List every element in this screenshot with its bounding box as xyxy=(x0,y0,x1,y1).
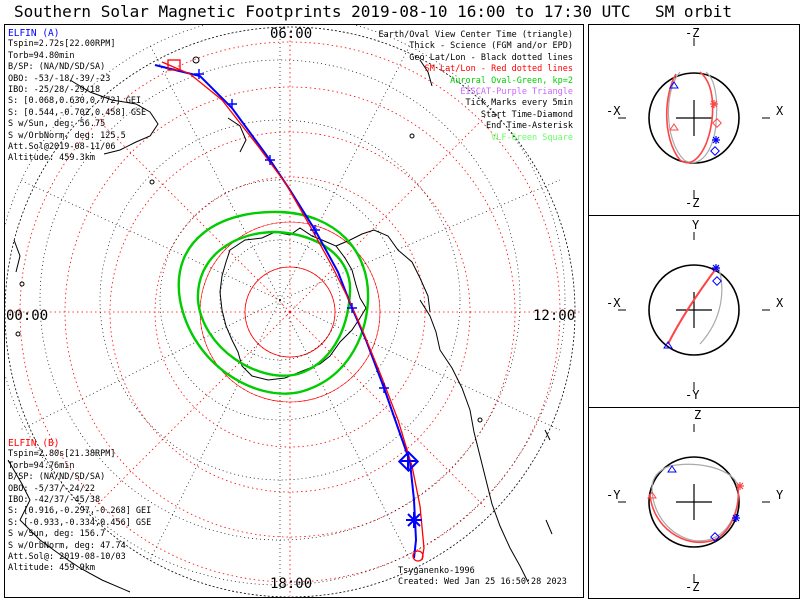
mlt-label-top: 06:00 xyxy=(270,26,313,42)
elfin-a-info-line: S w/OrbNorm, deg: 125.5 xyxy=(8,130,126,141)
australia-coastline xyxy=(69,79,159,155)
elfin-b-track xyxy=(161,61,425,561)
orbit-panel-yz xyxy=(618,424,770,582)
elfin-b-info-line: S: [0.916,-0.297,-0.268] GEI xyxy=(8,506,152,517)
south-america-coastline xyxy=(439,349,529,583)
elfin-b-start-marker xyxy=(167,59,181,71)
orbit1-bottom-label: -Z xyxy=(685,196,700,210)
orbit3-left-label: -Y xyxy=(606,488,621,502)
elfin-a-info-line: Altitude: 459.3km xyxy=(8,153,95,164)
footer: Tsyganenko-1996 Created: Wed Jan 25 16:5… xyxy=(398,566,567,589)
elfin-a-ticks xyxy=(194,69,389,393)
mlt-label-left: 00:00 xyxy=(6,308,49,324)
orbit1-right-label: X xyxy=(776,104,784,118)
elfin-a-info-line: Att.Sol@2019-08-11/06 xyxy=(8,142,116,153)
legend-item: End Time-Asterisk xyxy=(486,121,573,132)
legend-item: SM Lat/Lon - Red dotted lines xyxy=(424,64,573,75)
elfin-a-info-line: S: [0.544,-0.702,0.458] GSE xyxy=(8,107,147,118)
elfin-b-info-line: Att.Sol@: 2019-08-10/03 xyxy=(8,552,126,563)
legend-item: EISCAT-Purple Triangle xyxy=(460,87,573,98)
elfin-b-info: ELFIN (B) Tspin=2.80s[21.38RPM] Torb=94.7… xyxy=(8,438,151,575)
legend-item: VLF-Green Square xyxy=(491,132,573,143)
end-asterisk xyxy=(406,512,422,528)
legend-item: Tick Marks every 5min xyxy=(465,98,573,109)
elfin-b-name: ELFIN (B) xyxy=(8,438,60,449)
elfin-b-info-line: IBO: -42/37/-45/38 xyxy=(8,495,101,506)
elfin-a-info-line: B/SP: (NA/ND/SD/SA) xyxy=(8,62,106,73)
elfin-b-info-line: Altitude: 459.9km xyxy=(8,563,95,574)
orbit1-left-label: -X xyxy=(606,104,621,118)
elfin-a-info-line: S w/Sun, deg: 56.75 xyxy=(8,119,106,130)
legend-item: Geo Lat/Lon - Black dotted lines xyxy=(409,52,573,63)
elfin-b-info-line: S w/Sun, deg: 156.7 xyxy=(8,529,106,540)
elfin-b-info-line: S: [-0.933,-0.334,0.456] GSE xyxy=(8,517,152,528)
elfin-a-info: ELFIN (A) Tspin=2.72s[22.00RPM] Torb=94.8… xyxy=(8,28,146,165)
footer-created: Created: Wed Jan 25 16:50:28 2023 xyxy=(398,577,567,588)
elfin-a-info-line: Tspin=2.72s[22.00RPM] xyxy=(8,39,116,50)
footer-credit: Tsyganenko-1996 xyxy=(398,566,475,576)
orbit1-top-label: -Z xyxy=(685,26,700,40)
geo-grid xyxy=(5,25,566,590)
elfin-b-info-line: Torb=94.76min xyxy=(8,460,75,471)
orbit2-top-label: Y xyxy=(692,218,700,232)
mlt-label-right: 12:00 xyxy=(533,308,576,324)
elfin-b-info-line: OBO: -5/37/-24/22 xyxy=(8,483,95,494)
orbit-title: SM orbit xyxy=(655,2,733,21)
orbit3-top-label: Z xyxy=(694,408,702,422)
elfin-a-track xyxy=(154,64,418,559)
elfin-a-info-line: S: [0.068,0.630,0.772] GEI xyxy=(8,96,142,107)
elfin-a-info-line: IBO: -25/28/-29/18 xyxy=(8,85,101,96)
orbit2-bottom-label: -Y xyxy=(685,388,700,402)
antarctica-coastline xyxy=(219,227,367,381)
africa-coastline xyxy=(19,519,131,593)
elfin-b-info-line: S w/OrbNorm, deg: 47.74 xyxy=(8,540,126,551)
auroral-oval xyxy=(177,210,370,395)
sm-pole-circle xyxy=(244,266,336,358)
elfin-a-info-line: Torb=94.80min xyxy=(8,50,75,61)
elfin-a-name: ELFIN (A) xyxy=(8,28,60,39)
elfin-b-info-line: B/SP: (NA/ND/SD/SA) xyxy=(8,472,106,483)
mlt-label-bottom: 18:00 xyxy=(270,576,313,592)
elfin-b-info-line: Tspin=2.80s[21.38RPM] xyxy=(8,449,116,460)
elfin-a-info-line: OBO: -53/-18/-39/-23 xyxy=(8,73,111,84)
legend-item: Thick - Science (FGM and/or EPD) xyxy=(409,41,573,52)
legend-item: Auroral Oval-Green, kp=2 xyxy=(450,75,573,86)
orbit2-left-label: -X xyxy=(606,296,621,310)
start-diamond xyxy=(397,450,420,473)
legend: Earth/Oval View Center Time (triangle) Th… xyxy=(379,30,573,144)
plot-title: Southern Solar Magnetic Footprints 2019-… xyxy=(14,2,631,21)
legend-item: Start Time-Diamond xyxy=(480,109,573,120)
orbit3-bottom-label: -Z xyxy=(685,580,700,594)
orbit-panel-xz xyxy=(618,38,770,198)
orbit-panel-xy xyxy=(618,232,770,390)
legend-item: Earth/Oval View Center Time (triangle) xyxy=(378,30,573,40)
map-frame xyxy=(4,24,584,598)
orbit3-right-label: Y xyxy=(776,488,784,502)
orbit2-right-label: X xyxy=(776,296,784,310)
earth-horizon xyxy=(5,26,576,597)
sm-grid-radials xyxy=(8,30,580,596)
